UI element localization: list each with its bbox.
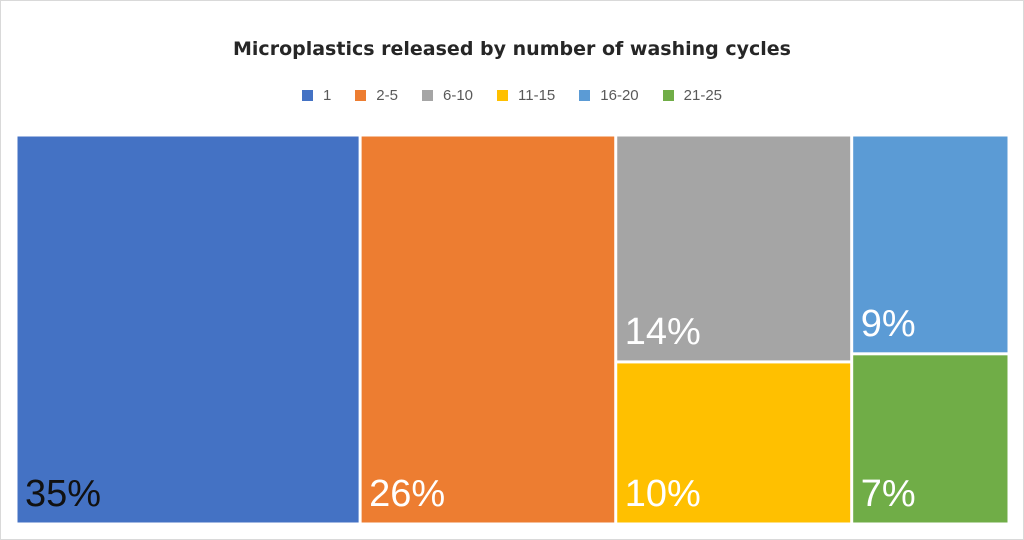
legend-label: 2-5	[376, 87, 398, 104]
legend-item: 1	[301, 87, 332, 104]
legend-swatch	[579, 90, 591, 101]
legend-label: 1	[322, 87, 332, 104]
treemap-tile-16-20	[853, 136, 1008, 353]
legend-label: 16-20	[600, 87, 639, 104]
legend-label: 6-10	[442, 87, 474, 104]
legend-label: 11-15	[518, 87, 556, 104]
data-label: 9%	[861, 303, 916, 345]
legend-item: 6-10	[421, 87, 474, 104]
data-label: 14%	[625, 311, 701, 353]
treemap-tile-21-25	[853, 355, 1008, 523]
data-label: 26%	[369, 473, 445, 515]
data-label: 10%	[625, 473, 701, 515]
treemap-tile-2-5	[361, 136, 615, 523]
legend-item: 11-15	[497, 87, 555, 104]
treemap-tile-6-10	[617, 136, 851, 361]
legend-swatch	[301, 90, 313, 101]
legend-item: 16-20	[579, 87, 639, 104]
legend-item: 21-25	[662, 87, 723, 104]
chart-title: Microplastics released by number of wash…	[233, 38, 791, 60]
data-label: 7%	[861, 473, 916, 515]
treemap-tile-11-15	[617, 363, 851, 523]
legend-swatch	[421, 90, 433, 101]
data-label: 35%	[25, 473, 101, 515]
legend: 1 2-5 6-10 11-15 16-20 21-25	[1, 87, 1023, 104]
treemap-tile-1	[17, 136, 359, 523]
legend-item: 2-5	[355, 87, 398, 104]
legend-label: 21-25	[683, 87, 723, 104]
legend-swatch	[497, 90, 509, 101]
legend-swatch	[355, 90, 367, 101]
legend-swatch	[662, 90, 674, 101]
